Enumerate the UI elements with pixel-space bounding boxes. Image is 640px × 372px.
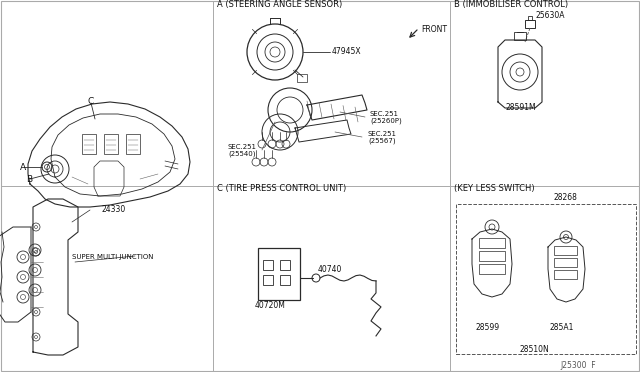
Bar [554, 258, 577, 267]
Text: J25300  F: J25300 F [560, 360, 596, 369]
Text: SEC.251: SEC.251 [228, 144, 257, 150]
Text: FRONT: FRONT [421, 25, 447, 33]
Bar [126, 134, 140, 154]
Bar [554, 246, 577, 255]
Text: 28510N: 28510N [520, 346, 550, 355]
Text: 28599: 28599 [475, 323, 499, 331]
Bar [528, 16, 532, 20]
Bar [263, 260, 273, 270]
Text: C (TIRE PRESS CONTROL UNIT): C (TIRE PRESS CONTROL UNIT) [217, 185, 346, 193]
Bar [82, 134, 96, 154]
Text: SUPER MULTI JUNCTION: SUPER MULTI JUNCTION [72, 254, 154, 260]
Bar [297, 74, 307, 82]
Text: A: A [20, 163, 26, 171]
Text: 47945X: 47945X [332, 46, 362, 55]
Text: 25630A: 25630A [535, 12, 564, 20]
Text: SEC.251: SEC.251 [370, 111, 399, 117]
Bar [479, 251, 505, 261]
Text: A (STEERING ANGLE SENSOR): A (STEERING ANGLE SENSOR) [217, 0, 342, 9]
Bar [104, 134, 118, 154]
Text: (25260P): (25260P) [370, 118, 402, 124]
Bar [280, 260, 290, 270]
Text: C: C [88, 96, 94, 106]
Bar [280, 275, 290, 285]
Text: 40720M: 40720M [255, 301, 286, 311]
Bar [263, 275, 273, 285]
Text: (25567): (25567) [368, 138, 396, 144]
Bar [514, 32, 526, 40]
Text: (KEY LESS SWITCH): (KEY LESS SWITCH) [454, 185, 534, 193]
Text: SEC.251: SEC.251 [368, 131, 397, 137]
Bar [554, 270, 577, 279]
Text: B: B [26, 174, 32, 183]
Text: B (IMMOBILISER CONTROL): B (IMMOBILISER CONTROL) [454, 0, 568, 9]
Bar [258, 248, 300, 300]
Text: (25540): (25540) [228, 151, 255, 157]
Text: 285A1: 285A1 [549, 323, 573, 331]
Text: 24330: 24330 [102, 205, 126, 214]
Text: 40740: 40740 [318, 266, 342, 275]
Text: 28268: 28268 [553, 192, 577, 202]
Bar [456, 204, 636, 354]
Text: 28591M: 28591M [505, 103, 536, 112]
Bar [479, 264, 505, 274]
Bar [525, 20, 535, 28]
Bar [479, 238, 505, 248]
